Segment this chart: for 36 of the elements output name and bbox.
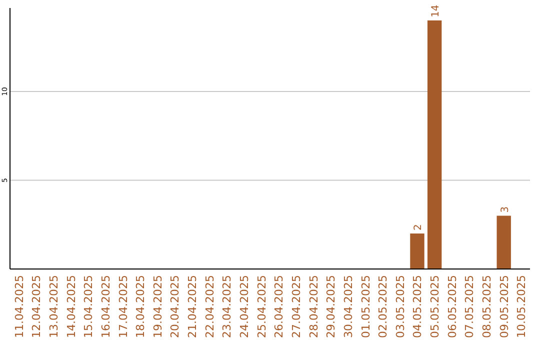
x-tick-label: 08.05.2025 [480, 275, 494, 338]
data-label: 14 [430, 4, 442, 18]
x-tick-label: 12.04.2025 [30, 275, 44, 338]
data-label: 3 [500, 206, 511, 213]
x-tick-label: 28.04.2025 [307, 275, 320, 338]
x-tick-label: 30.04.2025 [342, 275, 355, 338]
x-tick-label: 14.04.2025 [64, 275, 78, 338]
x-tick-label: 22.04.2025 [203, 275, 216, 338]
x-tick-label: 02.05.2025 [376, 275, 390, 338]
x-tick-label: 23.04.2025 [220, 275, 234, 338]
x-tick-label: 18.04.2025 [134, 275, 148, 338]
x-tick-label: 07.05.2025 [463, 275, 476, 338]
x-tick-label: 16.04.2025 [99, 275, 112, 338]
x-tick-label: 15.04.2025 [82, 275, 96, 338]
x-tick-label: 25.04.2025 [255, 275, 268, 338]
x-tick-label: 24.04.2025 [238, 275, 252, 338]
x-tick-label: 27.04.2025 [290, 275, 303, 338]
x-tick-label: 01.05.2025 [359, 275, 372, 338]
x-tick-label: 29.04.2025 [324, 275, 338, 338]
x-tick-label: 17.04.2025 [116, 275, 130, 338]
x-tick-label: 13.04.2025 [47, 275, 60, 338]
x-tick-label: 21.04.2025 [186, 275, 200, 338]
x-tick-label: 09.05.2025 [498, 275, 511, 338]
x-tick-label: 26.04.2025 [272, 275, 286, 338]
data-label: 2 [413, 224, 424, 230]
x-tick-label: 11.04.2025 [12, 275, 26, 338]
x-tick-label: 06.05.2025 [446, 275, 459, 338]
x-tick-label: 19.04.2025 [151, 275, 164, 338]
x-tick-label: 03.05.2025 [394, 275, 407, 338]
bar [427, 20, 442, 269]
x-tick-label: 10.05.2025 [515, 275, 528, 338]
x-tick-label: 04.05.2025 [411, 275, 424, 338]
x-tick-label: 20.04.2025 [168, 275, 182, 338]
x-tick-label: 05.05.2025 [428, 275, 442, 338]
bar [496, 216, 511, 269]
bar [410, 233, 424, 269]
